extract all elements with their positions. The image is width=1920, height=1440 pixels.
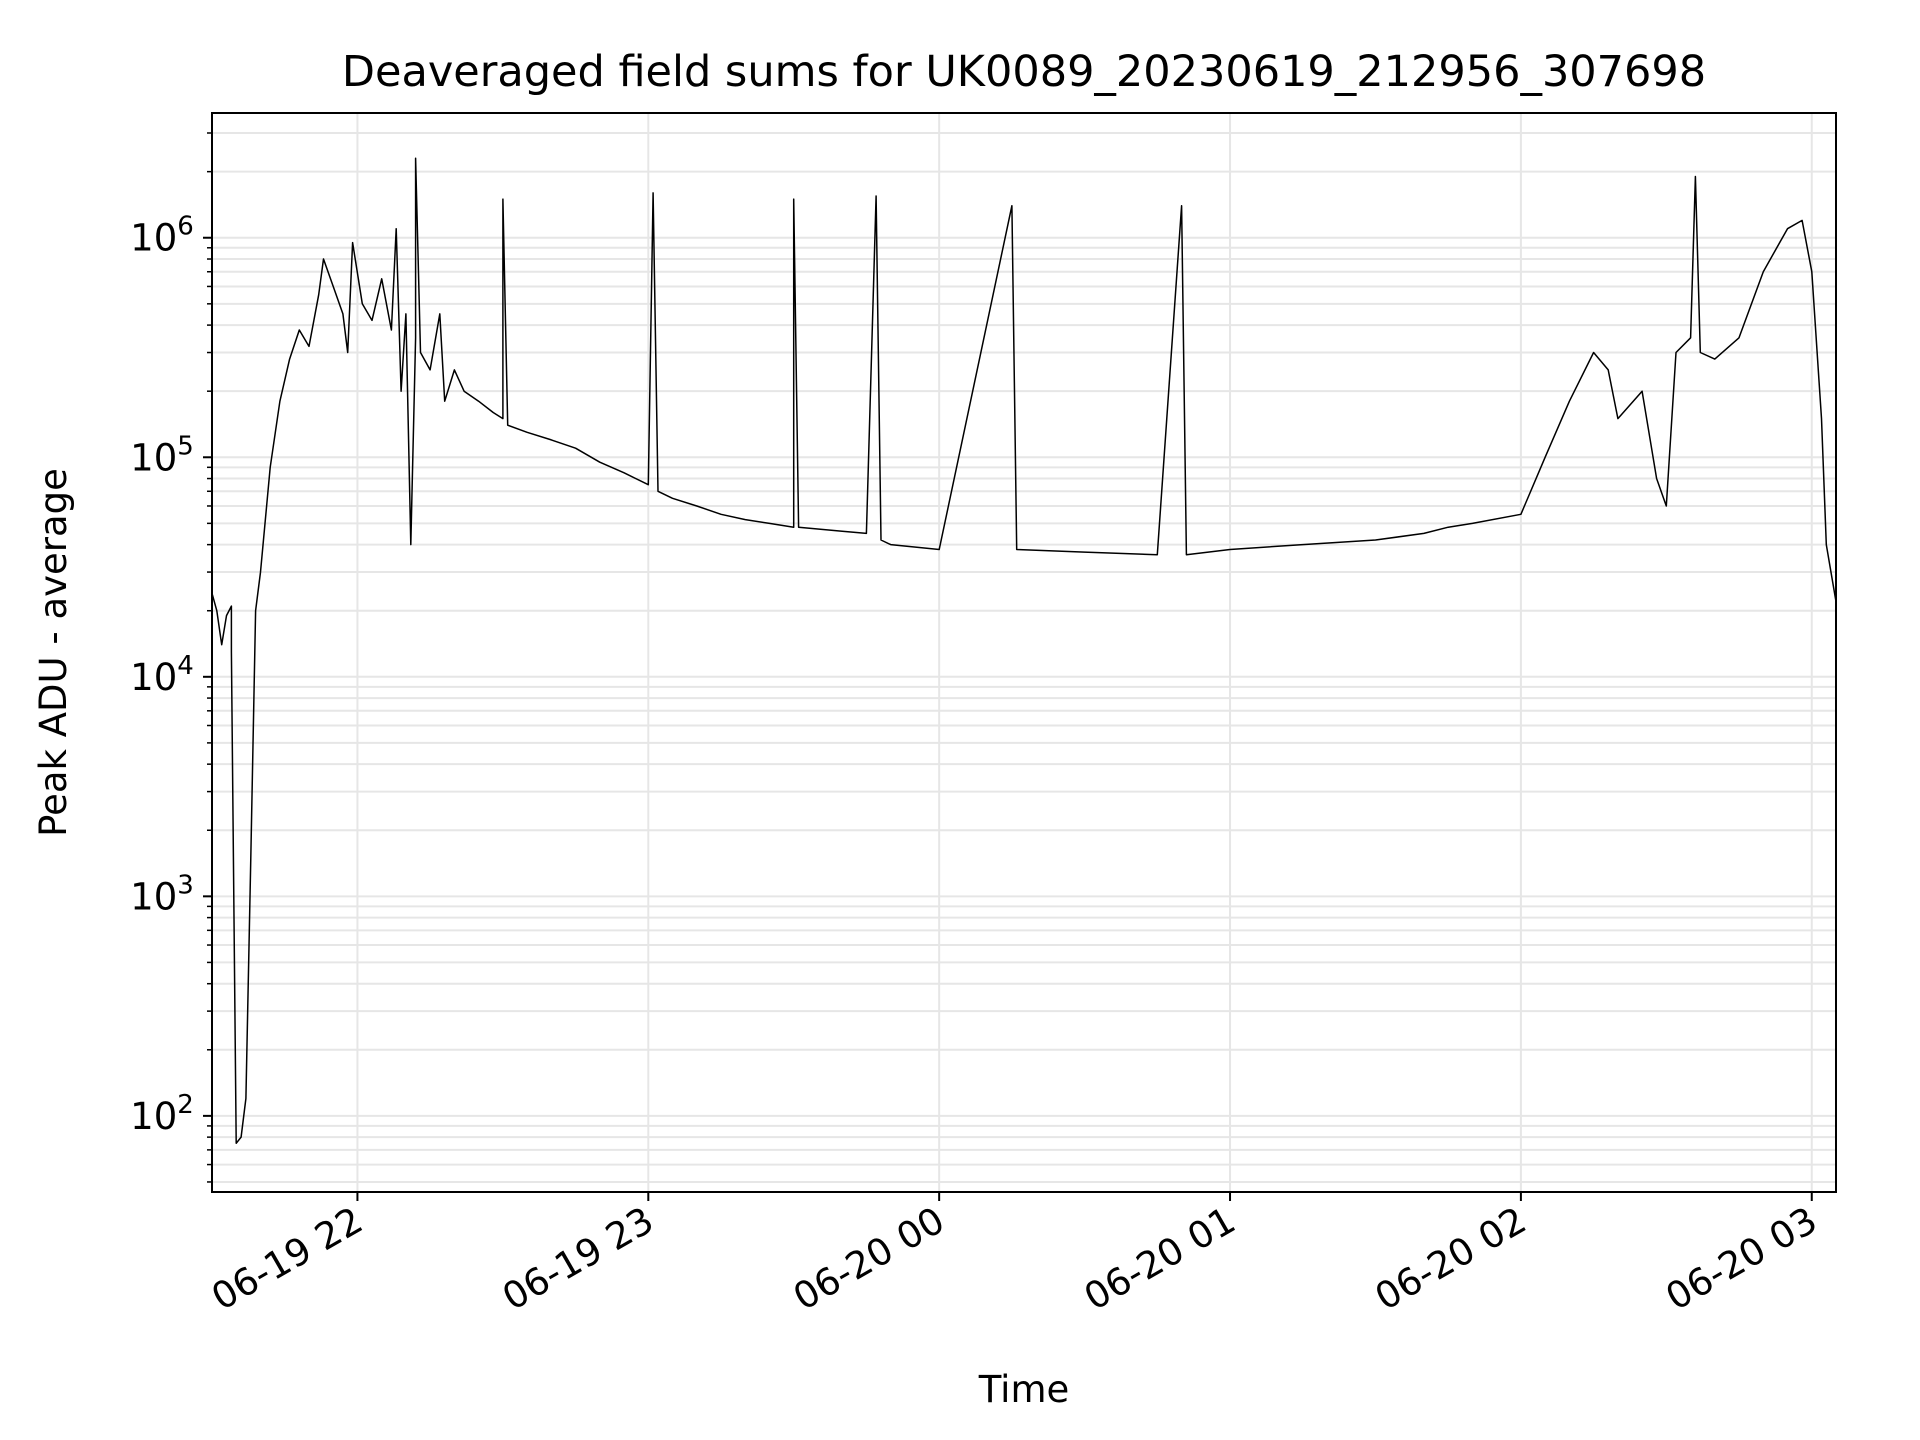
- chart-title: Deaveraged field sums for UK0089_2023061…: [342, 47, 1706, 97]
- y-tick-label: 102: [130, 1090, 194, 1138]
- y-tick-label-base: 10: [130, 436, 177, 479]
- x-axis-label: Time: [978, 1368, 1070, 1411]
- y-tick-label-base: 10: [130, 1095, 177, 1138]
- y-axis-label: Peak ADU - average: [32, 468, 75, 837]
- y-tick-label: 105: [130, 431, 194, 479]
- y-tick-label: 104: [130, 651, 194, 699]
- y-tick-label-base: 10: [130, 875, 177, 918]
- y-tick-label-base: 10: [130, 217, 177, 260]
- y-tick-label-exponent: 4: [177, 651, 194, 681]
- grid: [212, 113, 1836, 1192]
- y-tick-label-exponent: 3: [177, 870, 194, 900]
- y-tick-label: 106: [130, 212, 194, 260]
- plot-frame: [211, 112, 1837, 1193]
- y-tick-label: 103: [130, 870, 194, 918]
- y-tick-label-exponent: 6: [177, 212, 194, 242]
- series-line: [211, 157, 1837, 1192]
- y-tick-label-exponent: 2: [177, 1090, 194, 1120]
- plot-area: [211, 157, 1837, 1192]
- y-tick-label-base: 10: [130, 656, 177, 699]
- y-tick-label-exponent: 5: [177, 431, 194, 461]
